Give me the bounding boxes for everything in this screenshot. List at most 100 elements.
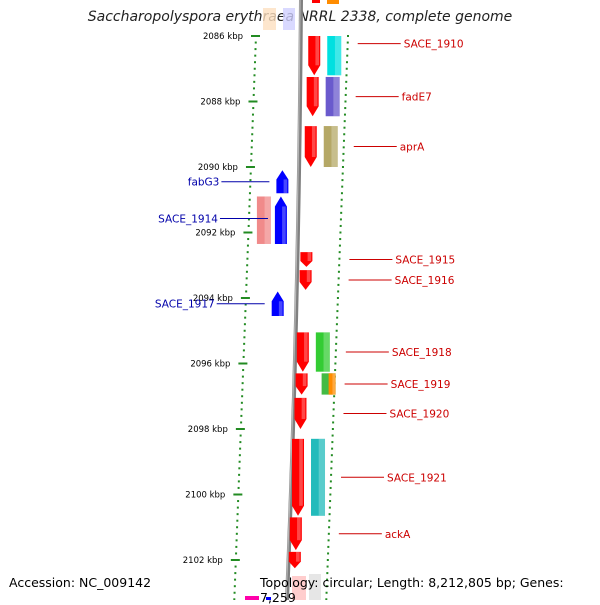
gene-label-acka[interactable]: ackA <box>385 529 411 541</box>
scale-dot <box>326 565 329 568</box>
scale-tick-label: 2098 kbp <box>188 425 228 435</box>
scale-dot <box>335 323 338 326</box>
scale-dot <box>237 500 240 503</box>
scale-dot <box>249 179 252 182</box>
scale-dot <box>240 401 243 404</box>
scale-dot <box>346 54 349 57</box>
scale-dot <box>234 572 237 575</box>
scale-dot <box>237 480 240 483</box>
gene-label-apra[interactable]: aprA <box>400 142 425 154</box>
forward-gene-arrow-sace_1910[interactable] <box>308 36 321 76</box>
scale-dot <box>253 74 256 77</box>
scale-dot <box>243 336 246 339</box>
scale-dot <box>339 238 342 241</box>
scale-dot <box>239 447 242 450</box>
gene-label-sace_1919[interactable]: SACE_1919 <box>391 379 451 391</box>
gene-label-sace_1914[interactable]: SACE_1914 <box>158 213 218 225</box>
reverse-gene-arrow-sace_1914[interactable] <box>274 196 287 244</box>
scale-dot <box>326 559 329 561</box>
forward-gene-arrow-sace_1920[interactable] <box>294 397 307 429</box>
forward-gene-arrow-sace_1918[interactable] <box>296 332 309 372</box>
scale-dot <box>243 329 246 332</box>
scale-dot <box>254 41 257 44</box>
scale-dot <box>247 218 250 221</box>
scale-dot <box>234 578 237 581</box>
feature-track <box>256 36 342 516</box>
scale-dot <box>343 113 346 116</box>
scale-dot <box>343 126 346 129</box>
scale-dot <box>331 434 334 437</box>
scale-dot <box>240 408 243 411</box>
scale-dot <box>251 126 254 129</box>
forward-gene-arrow-forward-gene-2102[interactable] <box>288 551 301 569</box>
scale-dot <box>330 467 333 470</box>
scale-dot <box>338 264 341 267</box>
forward-gene-arrow-sace_1921[interactable] <box>292 438 305 516</box>
scale-dot <box>234 565 237 568</box>
scale-dot <box>336 297 339 299</box>
scale-dot <box>344 87 347 90</box>
scale-dot <box>345 74 348 77</box>
gene-label-sace_1920[interactable]: SACE_1920 <box>389 408 449 420</box>
scale-dot <box>337 277 340 280</box>
scale-dot <box>235 532 238 535</box>
reverse-gene-arrow-sace_1917[interactable] <box>271 291 284 317</box>
scale-dot <box>329 500 332 503</box>
forward-gene-arrow-sace_1910-shade <box>315 36 320 66</box>
scale-dot <box>244 310 247 313</box>
forward-feature-block-shade <box>318 438 326 516</box>
scale-dot <box>239 434 242 437</box>
forward-gene-arrow-fade7[interactable] <box>306 76 319 117</box>
forward-gene-arrow-sace_1920-shade <box>301 397 306 419</box>
scale-dot <box>326 578 329 581</box>
scale-dot <box>248 211 251 214</box>
reverse-gene-arrow-fabg3[interactable] <box>276 170 289 194</box>
scale-dot <box>238 467 241 470</box>
forward-feature-block-shade <box>323 332 330 372</box>
scale-dot <box>345 67 348 70</box>
gene-label-fabg3[interactable]: fabG3 <box>188 177 220 189</box>
scale-dot <box>245 283 248 286</box>
forward-gene-arrow-sace_1915[interactable] <box>300 252 313 267</box>
scale-dot <box>326 572 329 575</box>
scale-dot <box>335 342 338 345</box>
forward-gene-arrow-apra[interactable] <box>304 126 317 167</box>
scale-dot <box>336 316 339 319</box>
genome-summary-text: Topology: circular; Length: 8,212,805 bp… <box>260 575 564 605</box>
forward-gene-arrow-sace_1916[interactable] <box>299 270 312 290</box>
gene-label-sace_1910[interactable]: SACE_1910 <box>404 39 464 51</box>
scale-dot <box>337 270 340 273</box>
scale-dot <box>253 61 256 64</box>
scale-dot <box>250 146 253 149</box>
scale-dot <box>240 414 243 417</box>
forward-gene-arrow-sace_1918-shade <box>304 332 308 362</box>
gene-label-sace_1918[interactable]: SACE_1918 <box>392 347 452 359</box>
gene-label-fade7[interactable]: fadE7 <box>402 92 432 104</box>
gene-label-sace_1915[interactable]: SACE_1915 <box>395 255 455 267</box>
scale-dot <box>236 513 239 516</box>
scale-dot <box>347 35 349 37</box>
edge-block <box>263 8 276 30</box>
scale-dot <box>254 48 257 51</box>
forward-gene-arrow-sace_1919[interactable] <box>295 373 308 395</box>
forward-gene-arrow-sace_1915-shade <box>307 252 312 261</box>
gene-label-sace_1917[interactable]: SACE_1917 <box>155 299 215 311</box>
forward-gene-arrow-sace_1919-shade <box>302 373 307 387</box>
scale-dot <box>251 113 254 116</box>
reverse-gene-arrow-sace_1917-shade <box>278 301 283 317</box>
scale-dot <box>246 251 249 254</box>
scale-dot <box>241 395 244 398</box>
scale-dot <box>338 257 341 260</box>
scale-dot <box>248 205 251 208</box>
scale-dot <box>343 133 346 136</box>
scale-dot <box>254 54 257 57</box>
forward-gene-arrow-apra-shade <box>311 126 316 157</box>
scale-dot <box>328 519 331 522</box>
scale-dot <box>251 133 254 136</box>
reverse-gene-arrow-fabg3-shade <box>283 179 288 194</box>
gene-label-sace_1921[interactable]: SACE_1921 <box>387 472 447 484</box>
forward-gene-arrow-acka[interactable] <box>289 517 302 551</box>
gene-label-sace_1916[interactable]: SACE_1916 <box>395 275 455 287</box>
edge-block <box>312 0 320 3</box>
